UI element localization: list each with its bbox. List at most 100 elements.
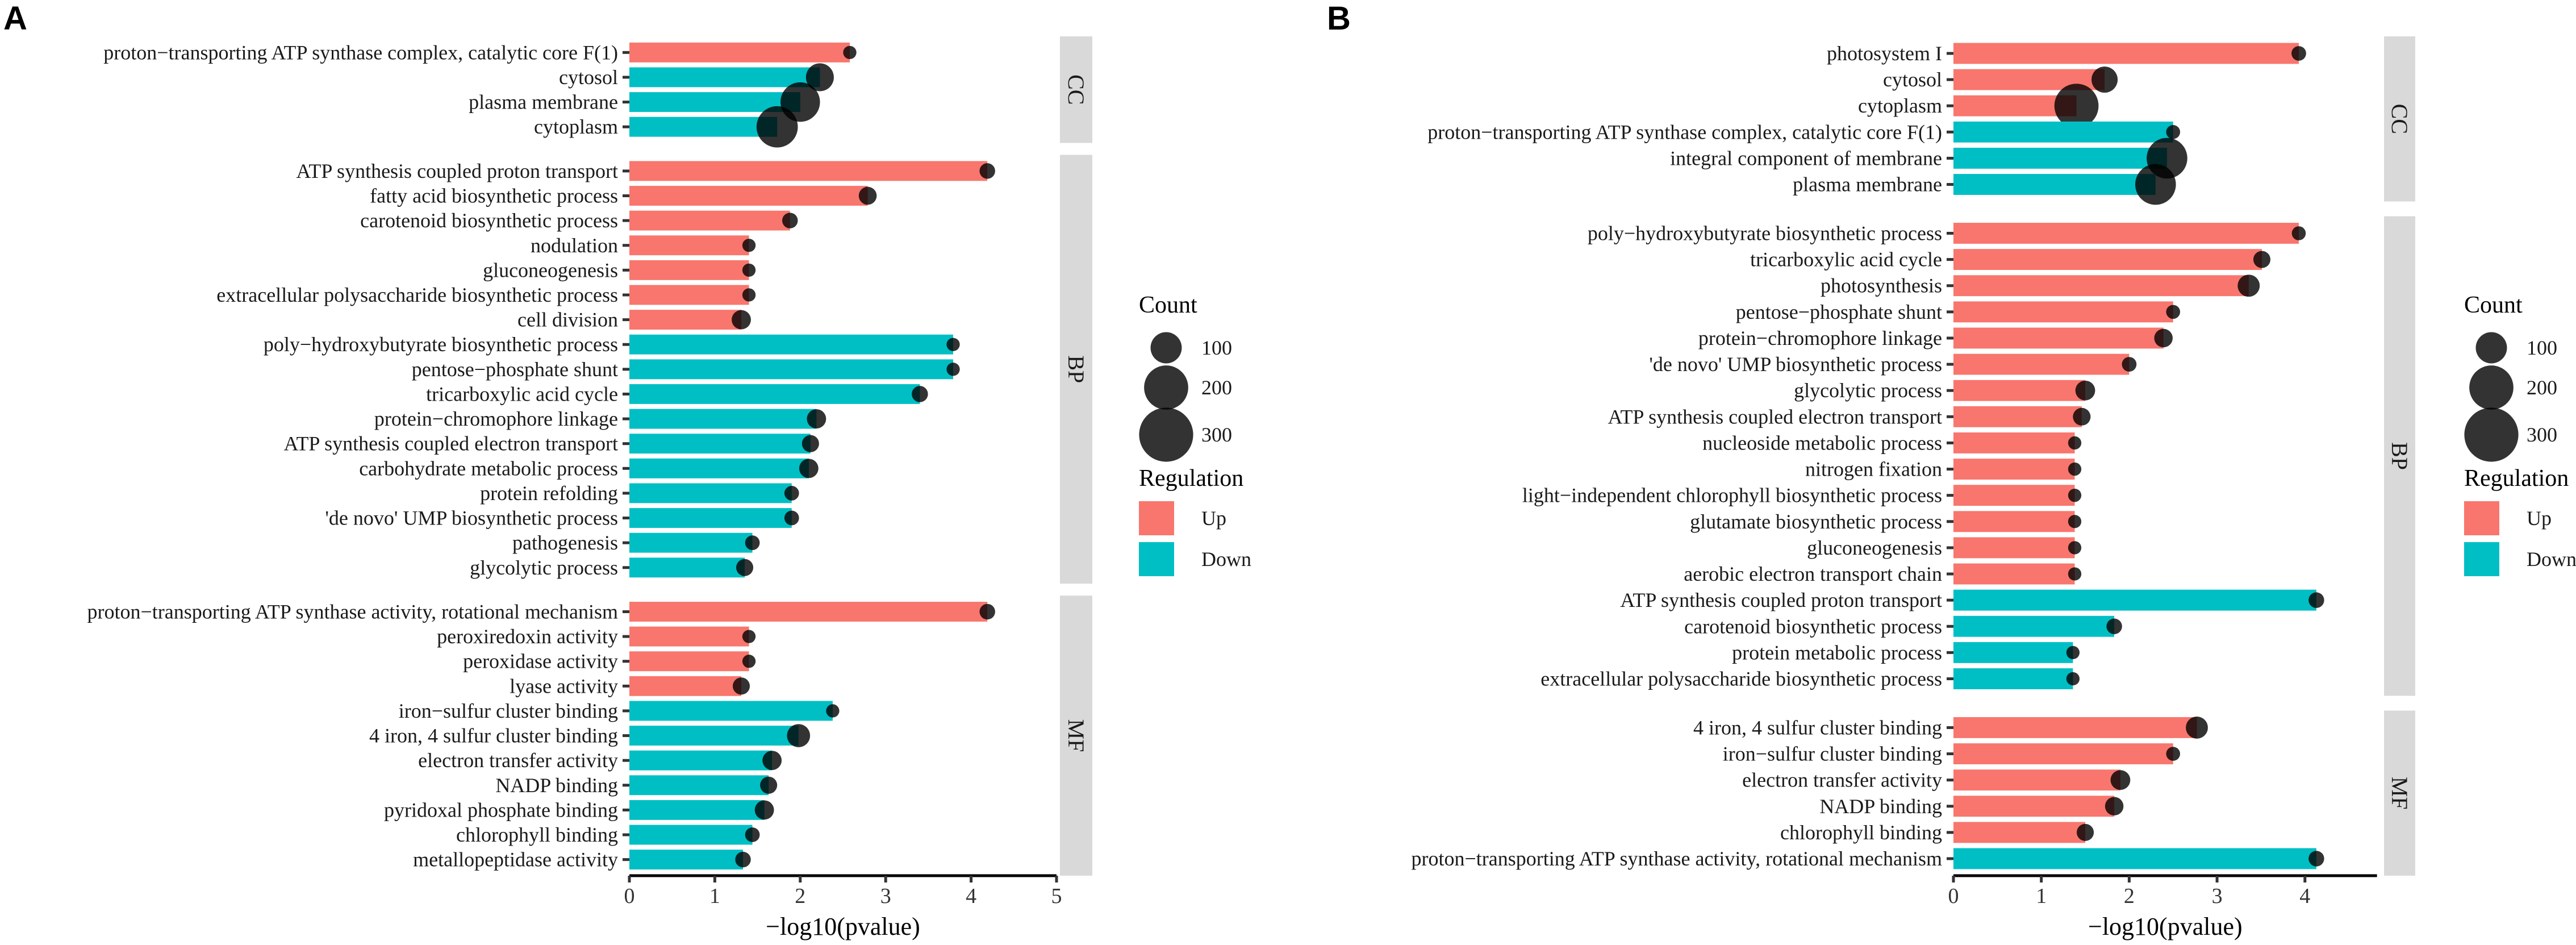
term-label: NADP binding — [1819, 795, 1942, 818]
x-axis-title: −log10(pvalue) — [2088, 913, 2243, 940]
count-dot — [946, 338, 960, 351]
count-dot — [732, 677, 750, 695]
term-label: iron−sulfur cluster binding — [399, 700, 618, 722]
legend-regulation-label: Down — [1201, 548, 1251, 571]
facet-strip — [2384, 36, 2415, 202]
term-label: NADP binding — [495, 774, 618, 797]
bar — [629, 532, 753, 553]
bar — [1953, 563, 2075, 585]
facet-strip — [1060, 596, 1092, 876]
count-dot — [742, 263, 756, 277]
legend-count-dot — [1144, 365, 1188, 410]
bar — [1953, 615, 2115, 637]
legend-count-label: 100 — [2527, 336, 2557, 359]
term-label: ATP synthesis coupled electron transport — [1608, 405, 1942, 428]
bar — [629, 186, 868, 206]
legend-count-dot — [1150, 332, 1182, 364]
facet-strip — [1060, 155, 1092, 584]
term-label: proton−transporting ATP synthase complex… — [103, 41, 618, 64]
count-dot — [2066, 646, 2080, 660]
count-dot — [2154, 328, 2173, 348]
bar — [1953, 769, 2120, 791]
count-dot — [979, 603, 995, 620]
count-dot — [742, 630, 756, 643]
legend-regulation-label: Up — [1201, 507, 1226, 530]
term-label: pyridoxal phosphate binding — [384, 798, 618, 821]
bar — [1953, 353, 2130, 375]
panel-A: A CC proton−transporting ATP synthase comp… — [3, 0, 1251, 940]
legend-count-dot — [2475, 332, 2507, 364]
term-label: lyase activity — [510, 675, 618, 697]
count-dot — [2166, 305, 2181, 319]
term-label: iron−sulfur cluster binding — [1723, 743, 1942, 765]
legend-count-label: 300 — [2527, 423, 2557, 446]
bar — [629, 775, 769, 796]
term-label: proton−transporting ATP synthase activit… — [87, 600, 618, 623]
bar — [629, 116, 778, 137]
term-label: nodulation — [531, 234, 618, 257]
count-dot — [801, 435, 819, 452]
term-label: protein refolding — [480, 482, 618, 505]
term-label: glycolytic process — [470, 556, 618, 579]
legend-count-dot — [2464, 407, 2519, 462]
bar — [629, 285, 749, 305]
x-tick-label: 4 — [966, 884, 976, 908]
bar — [629, 210, 790, 231]
x-tick-label: 5 — [1051, 884, 1062, 908]
bar — [1953, 459, 2075, 480]
count-dot — [2073, 407, 2091, 426]
bar — [1953, 327, 2164, 349]
bar — [629, 676, 742, 696]
term-label: peroxiredoxin activity — [437, 625, 618, 648]
term-label: tricarboxylic acid cycle — [426, 382, 618, 405]
bar — [1953, 43, 2299, 64]
term-label: protein metabolic process — [1732, 641, 1942, 664]
count-dot — [762, 751, 782, 771]
count-dot — [912, 386, 928, 402]
count-dot — [732, 310, 751, 330]
term-label: cytoplasm — [534, 115, 618, 138]
facet-BP: BP poly−hydroxybutyrate biosynthetic proc… — [1522, 216, 2415, 696]
legend-count-label: 300 — [1201, 423, 1232, 446]
term-label: poly−hydroxybutyrate biosynthetic proces… — [264, 333, 618, 356]
count-dot — [2308, 592, 2324, 608]
term-label: electron transfer activity — [1742, 769, 1942, 792]
facet-strip — [1060, 36, 1092, 143]
x-tick-label: 3 — [2212, 884, 2223, 908]
legend-count-label: 100 — [1201, 336, 1232, 359]
term-label: proton−transporting ATP synthase complex… — [1427, 120, 1942, 143]
term-label: pentose−phosphate shunt — [412, 358, 618, 381]
bar — [1953, 589, 2316, 611]
term-label: extracellular polysaccharide biosyntheti… — [1540, 667, 1942, 690]
legend-key-up — [2464, 501, 2499, 535]
term-label: carotenoid biosynthetic process — [1684, 615, 1942, 638]
count-dot — [760, 776, 778, 794]
legend-count-title: Count — [1139, 292, 1197, 318]
term-label: pathogenesis — [512, 531, 618, 554]
term-label: 'de novo' UMP biosynthetic process — [1649, 353, 1942, 376]
count-dot — [784, 510, 799, 526]
legend-count-dot — [1139, 407, 1193, 462]
x-tick-label: 1 — [2036, 884, 2047, 908]
panel-label: B — [1327, 0, 1351, 37]
x-tick-label: 0 — [624, 884, 635, 908]
count-dot — [2066, 672, 2080, 686]
facet-strip-label: MF — [2387, 777, 2412, 810]
bar — [629, 701, 833, 721]
count-dot — [2166, 747, 2181, 761]
term-label: gluconeogenesis — [483, 259, 618, 281]
count-dot — [826, 704, 840, 718]
count-dot — [2106, 618, 2122, 634]
bar — [1953, 511, 2075, 532]
bar — [1953, 668, 2073, 689]
count-dot — [782, 213, 798, 228]
panel-B: B CC photosystem I cytosol cytoplasm proton−t… — [1327, 0, 2576, 940]
facet-BP: BP ATP synthesis coupled proton transport… — [216, 155, 1092, 584]
term-label: aerobic electron transport chain — [1684, 563, 1942, 585]
bar — [629, 602, 988, 622]
term-label: proton−transporting ATP synthase activit… — [1412, 847, 1942, 870]
x-tick-label: 2 — [795, 884, 805, 908]
